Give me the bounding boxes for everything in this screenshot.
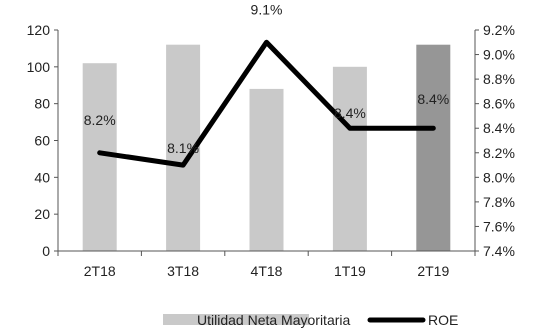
- bar-2T18: [82, 63, 117, 252]
- right-tick-label: 8.6%: [483, 96, 515, 112]
- bar-4T18: [249, 88, 284, 252]
- right-tick-label: 9.0%: [483, 47, 515, 63]
- roe-data-label: 8.4%: [334, 105, 366, 121]
- data-labels-layer: 8.2% 8.1% 9.1% 8.4% 8.4%: [84, 1, 450, 156]
- x-tick-label: 3T18: [167, 263, 199, 279]
- x-tick-label: 1T19: [334, 263, 366, 279]
- right-tick-label: 7.6%: [483, 218, 515, 234]
- left-tick-label: 40: [34, 169, 50, 185]
- axes-layer: 0 20 40 60 80 100 120 7.4% 7.6% 7.8% 8.0% 8.2% 8.4% 8…: [27, 22, 515, 279]
- x-tick-label: 2T18: [84, 263, 116, 279]
- bars-layer: [82, 44, 451, 252]
- roe-data-label: 9.1%: [251, 1, 283, 17]
- legend: Utilidad Neta Mayoritaria ROE: [163, 312, 458, 328]
- left-tick-label: 0: [42, 243, 50, 259]
- right-tick-label: 8.0%: [483, 169, 515, 185]
- x-tick-label: 2T19: [417, 263, 449, 279]
- right-tick-label: 8.2%: [483, 145, 515, 161]
- right-tick-label: 7.8%: [483, 194, 515, 210]
- bar-2T19: [416, 44, 451, 252]
- legend-swatch-utilidad: [163, 314, 309, 325]
- left-tick-label: 120: [27, 22, 51, 38]
- left-tick-label: 80: [34, 96, 50, 112]
- right-tick-label: 7.4%: [483, 243, 515, 259]
- right-tick-label: 8.8%: [483, 71, 515, 87]
- right-tick-label: 8.4%: [483, 120, 515, 136]
- right-tick-label: 9.2%: [483, 22, 515, 38]
- roe-data-label: 8.4%: [417, 91, 449, 107]
- roe-data-label: 8.1%: [167, 140, 199, 156]
- legend-label-utilidad: Utilidad Neta Mayoritaria: [197, 312, 350, 328]
- roe-line-layer: [97, 39, 436, 168]
- legend-label-roe: ROE: [428, 312, 458, 328]
- x-tick-label: 4T18: [251, 263, 283, 279]
- roe-data-label: 8.2%: [84, 112, 116, 128]
- left-tick-label: 60: [34, 133, 50, 149]
- roe-line: [97, 39, 436, 168]
- left-tick-label: 100: [27, 59, 51, 75]
- left-tick-label: 20: [34, 206, 50, 222]
- bar-1T19: [332, 66, 367, 251]
